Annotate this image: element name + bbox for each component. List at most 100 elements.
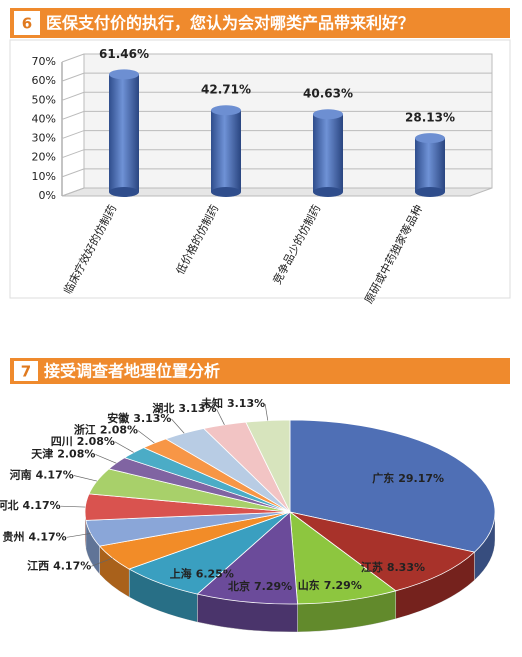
pie-chart: 广东 29.17% 江苏 8.33% 山东 7.29% 北京 7.29% 上海 6.25% 江西 4.… — [0, 396, 496, 633]
category-label: 四川 — [51, 435, 73, 448]
category-label: 安徽 — [107, 411, 130, 425]
bar — [415, 138, 445, 192]
value-label: 4.17% — [36, 469, 74, 482]
grid-line — [61, 168, 492, 178]
leader-line — [60, 505, 86, 508]
category-label: 河北 — [0, 498, 19, 512]
bar-top — [415, 133, 445, 144]
header-bar — [10, 8, 510, 38]
number-box — [14, 11, 40, 35]
slice-label: 山东 7.29% — [298, 578, 362, 592]
value-label: 2.08% — [100, 424, 138, 437]
value-label: 4.17% — [23, 499, 61, 512]
slice-label: 贵州 4.17% — [3, 529, 67, 543]
y-tick-label: 30% — [32, 132, 56, 145]
value-label: 61.46% — [99, 47, 149, 61]
x-tick-label: 临床疗效好的仿制药 — [60, 202, 119, 296]
value-label: 8.33% — [387, 561, 425, 574]
chart-title: 医保支付价的执行，您认为会对哪类产品带来利好？ — [46, 14, 414, 33]
slice-label: 安徽 3.13% — [107, 411, 171, 425]
y-tick-label: 0% — [39, 189, 56, 202]
grid-line — [61, 110, 492, 120]
bar-base — [313, 187, 343, 197]
slice-label: 浙江 2.08% — [74, 423, 138, 437]
header-bar — [10, 358, 510, 384]
y-tick-label: 40% — [32, 112, 56, 125]
y-tick-label: 20% — [32, 151, 56, 164]
leader-line — [66, 533, 91, 538]
value-label: 40.63% — [303, 87, 353, 101]
category-label: 广东 — [372, 471, 394, 485]
slice-label: 广东 29.17% — [372, 471, 444, 485]
value-label: 4.17% — [53, 559, 91, 572]
category-label: 未知 — [200, 396, 223, 410]
y-tick-label: 50% — [32, 93, 56, 106]
grid-line — [61, 72, 492, 82]
slice-side-shade — [99, 546, 130, 598]
bar-base — [211, 187, 241, 197]
category-label: 贵州 — [3, 529, 25, 543]
value-label: 42.71% — [201, 83, 251, 97]
section-number: 7 — [21, 363, 31, 381]
bar-top — [211, 105, 241, 116]
chart-frame — [9, 39, 511, 299]
y-tick-label: 70% — [32, 55, 56, 68]
category-label: 河南 — [10, 468, 32, 482]
number-box — [14, 361, 38, 381]
bar-base — [415, 187, 445, 197]
category-label: 北京 — [228, 579, 250, 593]
category-label: 江苏 — [361, 560, 383, 574]
slice-label: 湖北 3.13% — [152, 401, 216, 415]
bar-chart: 0% 10% 20% 30% 40% 50% 60% 70% 61.46% 临床疗效好的仿制药 42… — [32, 47, 493, 306]
category-label: 天津 — [31, 446, 53, 460]
value-label: 3.13% — [227, 397, 265, 410]
leader-line — [91, 557, 113, 567]
slice-side-shade — [395, 552, 475, 619]
value-label: 4.17% — [29, 530, 67, 543]
slice-label: 河北 4.17% — [0, 498, 61, 512]
value-label: 28.13% — [405, 111, 455, 125]
bar-top — [313, 109, 343, 120]
slice-label: 江西 4.17% — [27, 558, 91, 572]
y-tick-label: 10% — [32, 170, 56, 183]
x-tick-label: 原研或中药独家等品种 — [361, 202, 425, 306]
value-label: 3.13% — [133, 412, 171, 425]
slice-label: 未知 3.13% — [200, 396, 265, 410]
bar — [211, 110, 241, 192]
pie-slice — [289, 419, 496, 553]
slice-label: 天津 2.08% — [31, 446, 95, 460]
leader-line — [73, 475, 98, 482]
category-label: 江西 — [27, 558, 49, 572]
category-label: 浙江 — [74, 423, 96, 437]
value-label: 7.29% — [324, 579, 362, 592]
grid-line — [61, 130, 492, 140]
bar — [109, 74, 139, 192]
leader-line — [95, 454, 117, 464]
value-label: 2.08% — [57, 447, 95, 460]
x-tick-label: 竞争品少的仿制药 — [270, 202, 324, 286]
value-label: 2.08% — [77, 435, 115, 448]
grid-line — [61, 187, 492, 197]
x-tick-label: 低价格的仿制药 — [173, 202, 222, 277]
slice-side-shade — [197, 594, 298, 632]
value-label: 6.25% — [196, 567, 234, 580]
slice-label: 河南 4.17% — [10, 468, 74, 482]
category-label: 上海 — [170, 566, 192, 580]
pie-slice — [289, 511, 476, 592]
value-label: 3.13% — [178, 402, 216, 415]
value-label: 29.17% — [398, 472, 444, 485]
slice-label: 上海 6.25% — [170, 566, 234, 580]
y-tick-label: 60% — [32, 74, 56, 87]
slice-label: 四川 2.08% — [51, 435, 115, 448]
category-label: 山东 — [298, 578, 320, 592]
grid-line — [61, 149, 492, 159]
leader-line — [137, 430, 155, 444]
bar — [313, 114, 343, 192]
section-number: 6 — [22, 15, 32, 33]
bar-base — [109, 187, 139, 197]
pie-slice — [289, 511, 397, 605]
value-label: 7.29% — [254, 580, 292, 593]
pie-slice — [196, 511, 298, 605]
slice-label: 江苏 8.33% — [361, 560, 425, 574]
